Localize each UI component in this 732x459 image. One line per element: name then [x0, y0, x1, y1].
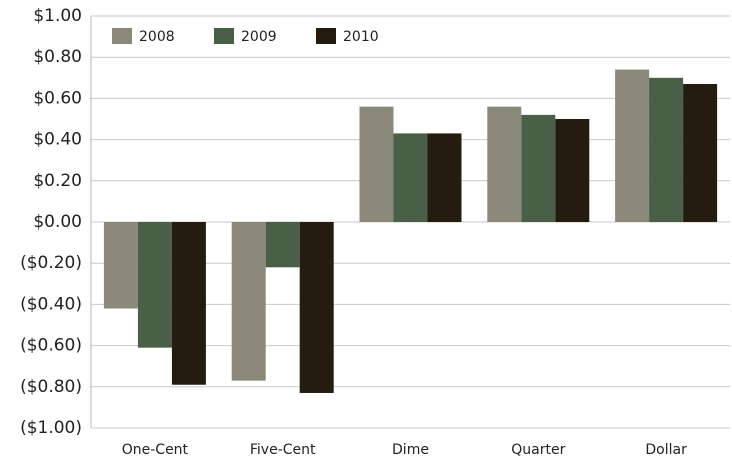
y-tick-label: $0.40 — [33, 130, 82, 150]
y-tick-label: $0.20 — [33, 171, 82, 191]
y-tick-label: ($0.20) — [20, 253, 82, 273]
y-tick-label: $0.80 — [33, 47, 82, 67]
bar — [487, 106, 522, 222]
legend-swatch — [214, 28, 234, 44]
y-tick-label: $0.60 — [33, 88, 82, 108]
y-tick-label: ($0.40) — [20, 294, 82, 314]
x-tick-label: One-Cent — [122, 442, 189, 458]
y-tick-label: ($0.60) — [20, 336, 82, 356]
bar — [231, 222, 266, 381]
bar — [615, 69, 650, 222]
bar — [683, 83, 718, 222]
x-tick-label: Dollar — [645, 442, 687, 458]
bar — [649, 77, 684, 222]
legend-swatch — [112, 28, 132, 44]
bar — [521, 114, 556, 222]
x-tick-label: Dime — [392, 442, 429, 458]
x-tick-label: Quarter — [511, 442, 565, 458]
y-tick-label: ($1.00) — [20, 418, 82, 438]
y-tick-label: $0.00 — [33, 212, 82, 232]
bar — [427, 133, 462, 222]
bar — [299, 222, 334, 393]
bar — [171, 222, 206, 385]
bar — [393, 133, 428, 222]
legend-swatch — [316, 28, 336, 44]
bar — [265, 222, 300, 268]
legend-label: 2010 — [343, 29, 379, 45]
bar — [137, 222, 172, 348]
y-tick-label: ($0.80) — [20, 377, 82, 397]
bar — [359, 106, 394, 222]
bar — [555, 119, 590, 222]
x-tick-label: Five-Cent — [250, 442, 316, 458]
legend-label: 2009 — [241, 29, 277, 45]
legend-label: 2008 — [139, 29, 175, 45]
y-tick-label: $1.00 — [33, 6, 82, 26]
bar — [103, 222, 138, 309]
